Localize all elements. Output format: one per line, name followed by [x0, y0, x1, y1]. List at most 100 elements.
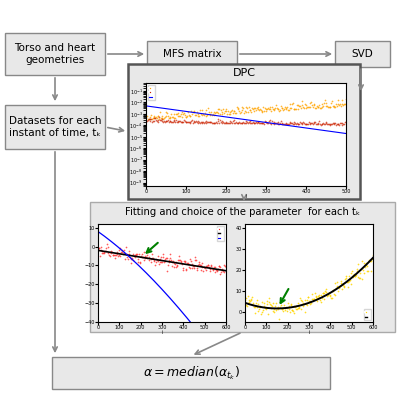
Point — [342, 96, 349, 102]
Point — [303, 297, 310, 304]
Point — [186, 118, 193, 125]
Point — [242, 108, 248, 114]
Point — [192, 257, 199, 263]
Point — [262, 119, 269, 125]
Point — [236, 108, 242, 114]
Point — [261, 300, 268, 306]
Point — [330, 120, 336, 126]
Point — [128, 256, 134, 262]
Point — [267, 117, 274, 123]
Point — [262, 105, 268, 111]
Point — [203, 119, 210, 126]
Point — [282, 121, 288, 127]
Point — [314, 103, 320, 109]
Point — [306, 119, 312, 125]
Point — [183, 114, 190, 120]
Point — [198, 119, 205, 125]
Point — [241, 120, 247, 126]
Point — [146, 254, 152, 260]
Point — [284, 104, 290, 110]
Point — [327, 292, 334, 299]
Point — [284, 305, 290, 311]
Point — [355, 274, 361, 280]
Point — [154, 258, 161, 264]
Point — [178, 258, 184, 265]
Point — [204, 118, 210, 125]
Point — [220, 268, 226, 274]
Point — [124, 251, 130, 257]
Point — [262, 106, 269, 112]
Point — [149, 116, 155, 122]
Point — [203, 107, 210, 114]
Text: Datasets for each
instant of time, tₖ: Datasets for each instant of time, tₖ — [9, 116, 101, 138]
Point — [279, 105, 286, 112]
Point — [350, 274, 356, 280]
Point — [222, 106, 229, 112]
Point — [229, 119, 235, 126]
Point — [308, 120, 314, 126]
Point — [176, 118, 182, 125]
Point — [231, 117, 238, 123]
Point — [154, 113, 161, 119]
Point — [239, 119, 246, 126]
Point — [285, 121, 291, 127]
Point — [309, 102, 315, 109]
Point — [128, 260, 134, 266]
Point — [295, 106, 302, 112]
Point — [174, 113, 181, 119]
Point — [292, 306, 299, 312]
Point — [152, 262, 158, 268]
Point — [216, 263, 222, 270]
Point — [176, 113, 182, 119]
Point — [131, 253, 137, 259]
Point — [258, 107, 264, 113]
Point — [303, 105, 310, 112]
Point — [270, 119, 276, 126]
Point — [162, 258, 168, 264]
Text: DPC: DPC — [232, 68, 256, 78]
Point — [243, 120, 250, 126]
Point — [315, 104, 322, 111]
Point — [212, 264, 218, 270]
Point — [137, 259, 144, 266]
Point — [312, 105, 318, 111]
Point — [317, 121, 323, 127]
Point — [174, 118, 181, 125]
Point — [197, 119, 203, 126]
Point — [186, 113, 193, 119]
Point — [218, 119, 224, 125]
Point — [122, 244, 129, 251]
Point — [255, 308, 262, 314]
Point — [365, 268, 371, 274]
Point — [218, 118, 225, 124]
Point — [260, 104, 266, 111]
Point — [326, 290, 332, 296]
Point — [135, 258, 142, 265]
Point — [182, 118, 188, 124]
Point — [354, 268, 360, 275]
Point — [144, 113, 150, 119]
Point — [224, 119, 230, 126]
Point — [248, 296, 254, 302]
Point — [331, 290, 337, 297]
Point — [259, 309, 266, 315]
Point — [325, 121, 331, 127]
Point — [206, 266, 213, 272]
Point — [173, 263, 180, 270]
Point — [211, 264, 217, 270]
Point — [297, 119, 303, 125]
Point — [178, 258, 184, 264]
Point — [363, 262, 369, 268]
Point — [148, 112, 154, 118]
Point — [260, 306, 266, 313]
Point — [272, 306, 279, 313]
Point — [266, 118, 272, 124]
Point — [197, 107, 203, 114]
Point — [306, 298, 312, 304]
Point — [186, 119, 192, 125]
Point — [254, 119, 261, 125]
Point — [155, 253, 162, 259]
Point — [140, 257, 147, 263]
Point — [283, 304, 289, 310]
Point — [150, 118, 156, 125]
